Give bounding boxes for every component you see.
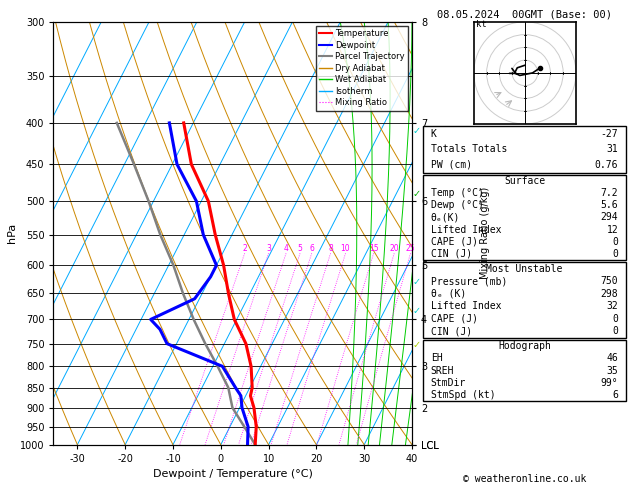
Text: 3: 3 (266, 244, 271, 253)
Text: StmSpd (kt): StmSpd (kt) (431, 390, 496, 400)
Text: 15: 15 (369, 244, 379, 253)
Text: Pressure (mb): Pressure (mb) (431, 276, 507, 286)
Text: Temp (°C): Temp (°C) (431, 188, 484, 198)
Text: 46: 46 (606, 353, 618, 364)
Text: CIN (J): CIN (J) (431, 327, 472, 336)
X-axis label: Dewpoint / Temperature (°C): Dewpoint / Temperature (°C) (153, 469, 313, 479)
Text: PW (cm): PW (cm) (431, 160, 472, 170)
Text: 0: 0 (613, 249, 618, 259)
Text: 0.76: 0.76 (595, 160, 618, 170)
Text: Lifted Index: Lifted Index (431, 301, 501, 312)
Legend: Temperature, Dewpoint, Parcel Trajectory, Dry Adiabat, Wet Adiabat, Isotherm, Mi: Temperature, Dewpoint, Parcel Trajectory… (316, 26, 408, 111)
Text: 6: 6 (613, 390, 618, 400)
Y-axis label: hPa: hPa (7, 223, 17, 243)
Text: 7.2: 7.2 (601, 188, 618, 198)
Text: 6: 6 (309, 244, 314, 253)
Text: CIN (J): CIN (J) (431, 249, 472, 259)
Text: Dewp (°C): Dewp (°C) (431, 200, 484, 210)
Text: 2: 2 (242, 244, 247, 253)
Text: 4: 4 (284, 244, 289, 253)
Text: 12: 12 (606, 225, 618, 235)
Text: ✓: ✓ (413, 306, 420, 316)
Text: 31: 31 (606, 144, 618, 155)
Text: ✓: ✓ (413, 277, 420, 287)
Text: 8: 8 (328, 244, 333, 253)
Text: 298: 298 (601, 289, 618, 299)
Text: 32: 32 (606, 301, 618, 312)
Text: θₑ(K): θₑ(K) (431, 212, 460, 223)
Text: EH: EH (431, 353, 443, 364)
Text: SREH: SREH (431, 365, 454, 376)
Text: Totals Totals: Totals Totals (431, 144, 507, 155)
Text: kt: kt (476, 20, 487, 29)
Text: 20: 20 (389, 244, 399, 253)
Text: Surface: Surface (504, 176, 545, 186)
Text: ✓: ✓ (413, 190, 420, 199)
Text: θₑ (K): θₑ (K) (431, 289, 466, 299)
Text: 0: 0 (613, 314, 618, 324)
Text: 10: 10 (341, 244, 350, 253)
Text: CAPE (J): CAPE (J) (431, 314, 478, 324)
Text: -27: -27 (601, 129, 618, 139)
Text: ✓: ✓ (413, 340, 420, 350)
Text: K: K (431, 129, 437, 139)
Text: 35: 35 (606, 365, 618, 376)
Text: Lifted Index: Lifted Index (431, 225, 501, 235)
Y-axis label: Mixing Ratio (g/kg): Mixing Ratio (g/kg) (481, 187, 491, 279)
Text: 294: 294 (601, 212, 618, 223)
Text: CAPE (J): CAPE (J) (431, 237, 478, 247)
Text: 750: 750 (601, 276, 618, 286)
Text: 0: 0 (613, 237, 618, 247)
Text: 08.05.2024  00GMT (Base: 00): 08.05.2024 00GMT (Base: 00) (437, 10, 613, 20)
Text: 5: 5 (298, 244, 303, 253)
Text: StmDir: StmDir (431, 378, 466, 388)
Text: 25: 25 (406, 244, 415, 253)
Text: 5.6: 5.6 (601, 200, 618, 210)
Text: Most Unstable: Most Unstable (486, 264, 563, 274)
Text: Hodograph: Hodograph (498, 341, 551, 351)
Text: © weatheronline.co.uk: © weatheronline.co.uk (463, 473, 587, 484)
Text: ✓: ✓ (413, 126, 420, 136)
Text: 99°: 99° (601, 378, 618, 388)
Text: 0: 0 (613, 327, 618, 336)
